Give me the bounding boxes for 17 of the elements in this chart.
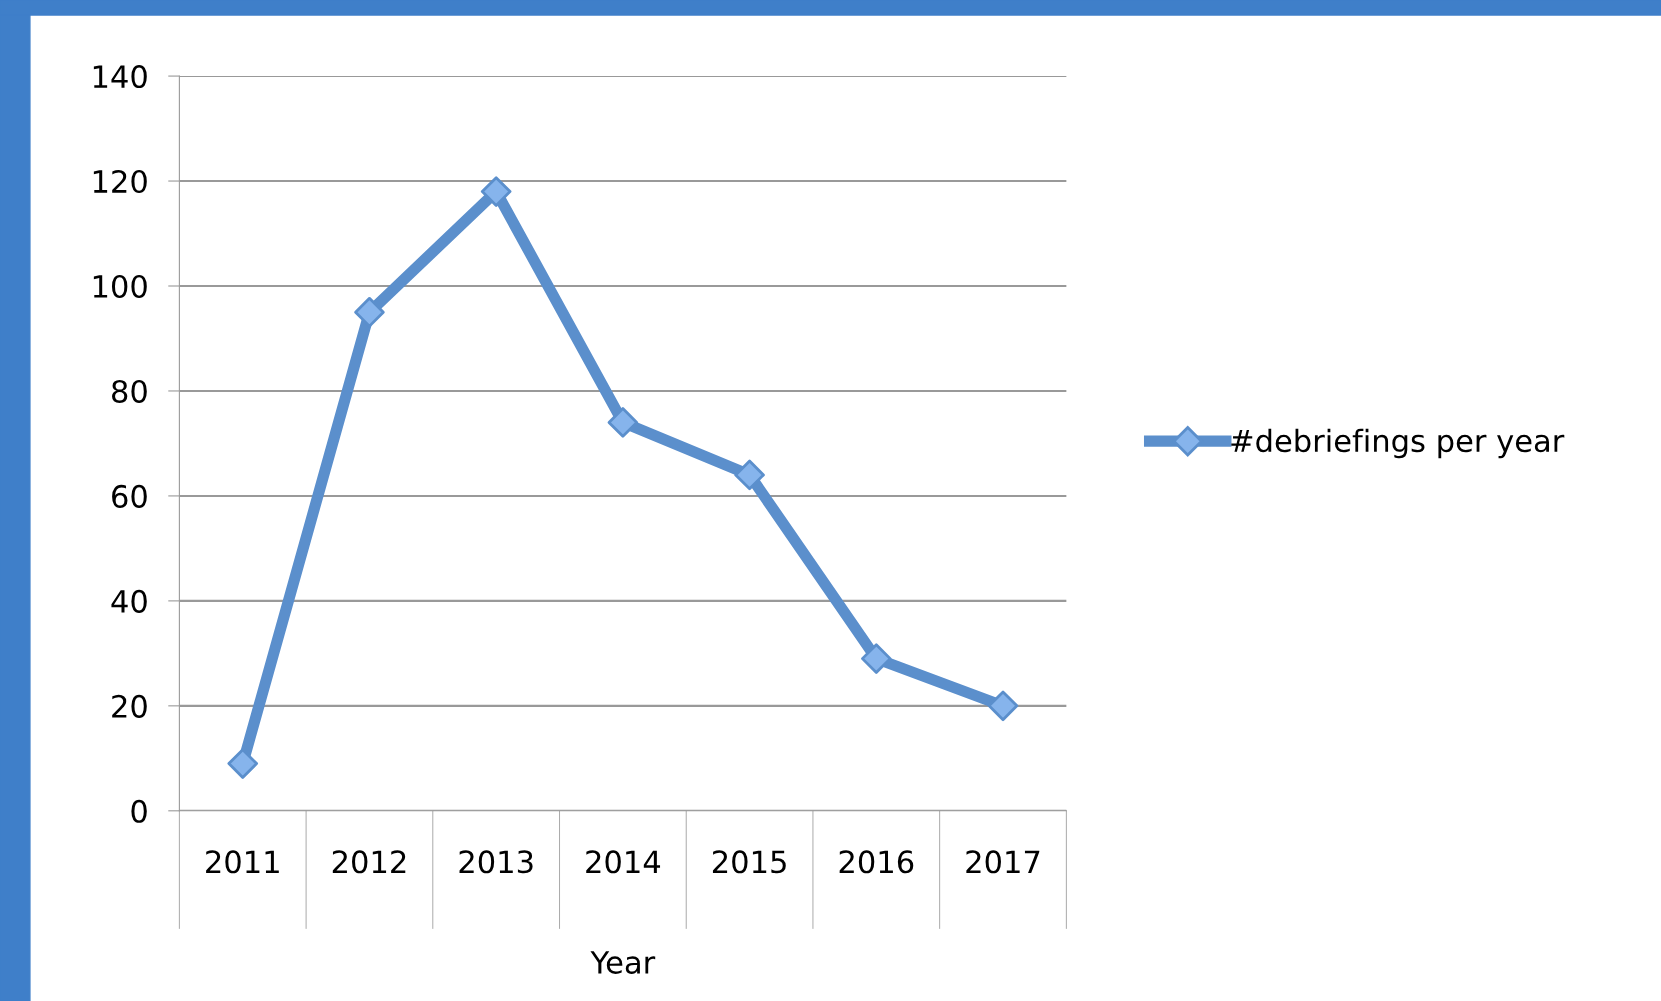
x-tick-label: 2013	[459, 850, 533, 874]
y-tick-label: 40	[111, 589, 147, 613]
x-tick-label: 2017	[966, 850, 1040, 874]
y-tick-label: 140	[93, 65, 147, 89]
x-tick-label: 2015	[712, 850, 786, 874]
y-tick-label: 60	[112, 484, 147, 508]
x-tick-label: 2016	[839, 850, 914, 874]
y-tick-label: 0	[131, 799, 147, 823]
x-tick-label: 2012	[332, 850, 406, 874]
y-tick-label: 80	[112, 379, 147, 404]
x-axis-title: Year	[590, 951, 656, 974]
x-tick-label: 2014	[586, 850, 661, 874]
y-tick-label: 120	[93, 169, 147, 194]
y-tick-label: 100	[93, 274, 147, 299]
legend-label: #debriefings per year	[1231, 428, 1565, 459]
x-tick-label: 2011	[206, 850, 279, 874]
y-tick-label: 20	[112, 694, 147, 718]
